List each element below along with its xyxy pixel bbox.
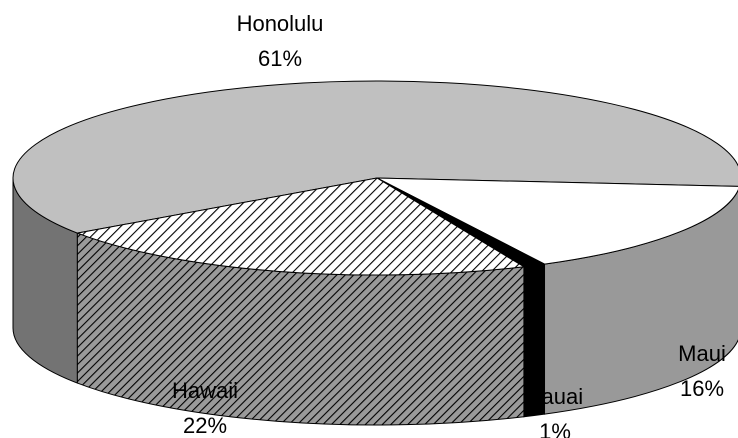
slice-value-label: 61% — [258, 46, 302, 71]
slice-label: Maui — [678, 341, 726, 366]
slice-value-label: 1% — [539, 419, 571, 438]
slice-top — [75, 177, 526, 276]
slice-label: Honolulu — [237, 11, 324, 36]
slice-top — [12, 80, 738, 234]
slice-value-label: 22% — [183, 413, 227, 438]
slice-label: Hawaii — [172, 378, 238, 403]
slice-label: Kauai — [527, 384, 583, 409]
slice-top — [376, 177, 738, 265]
slice-value-label: 16% — [680, 376, 724, 401]
